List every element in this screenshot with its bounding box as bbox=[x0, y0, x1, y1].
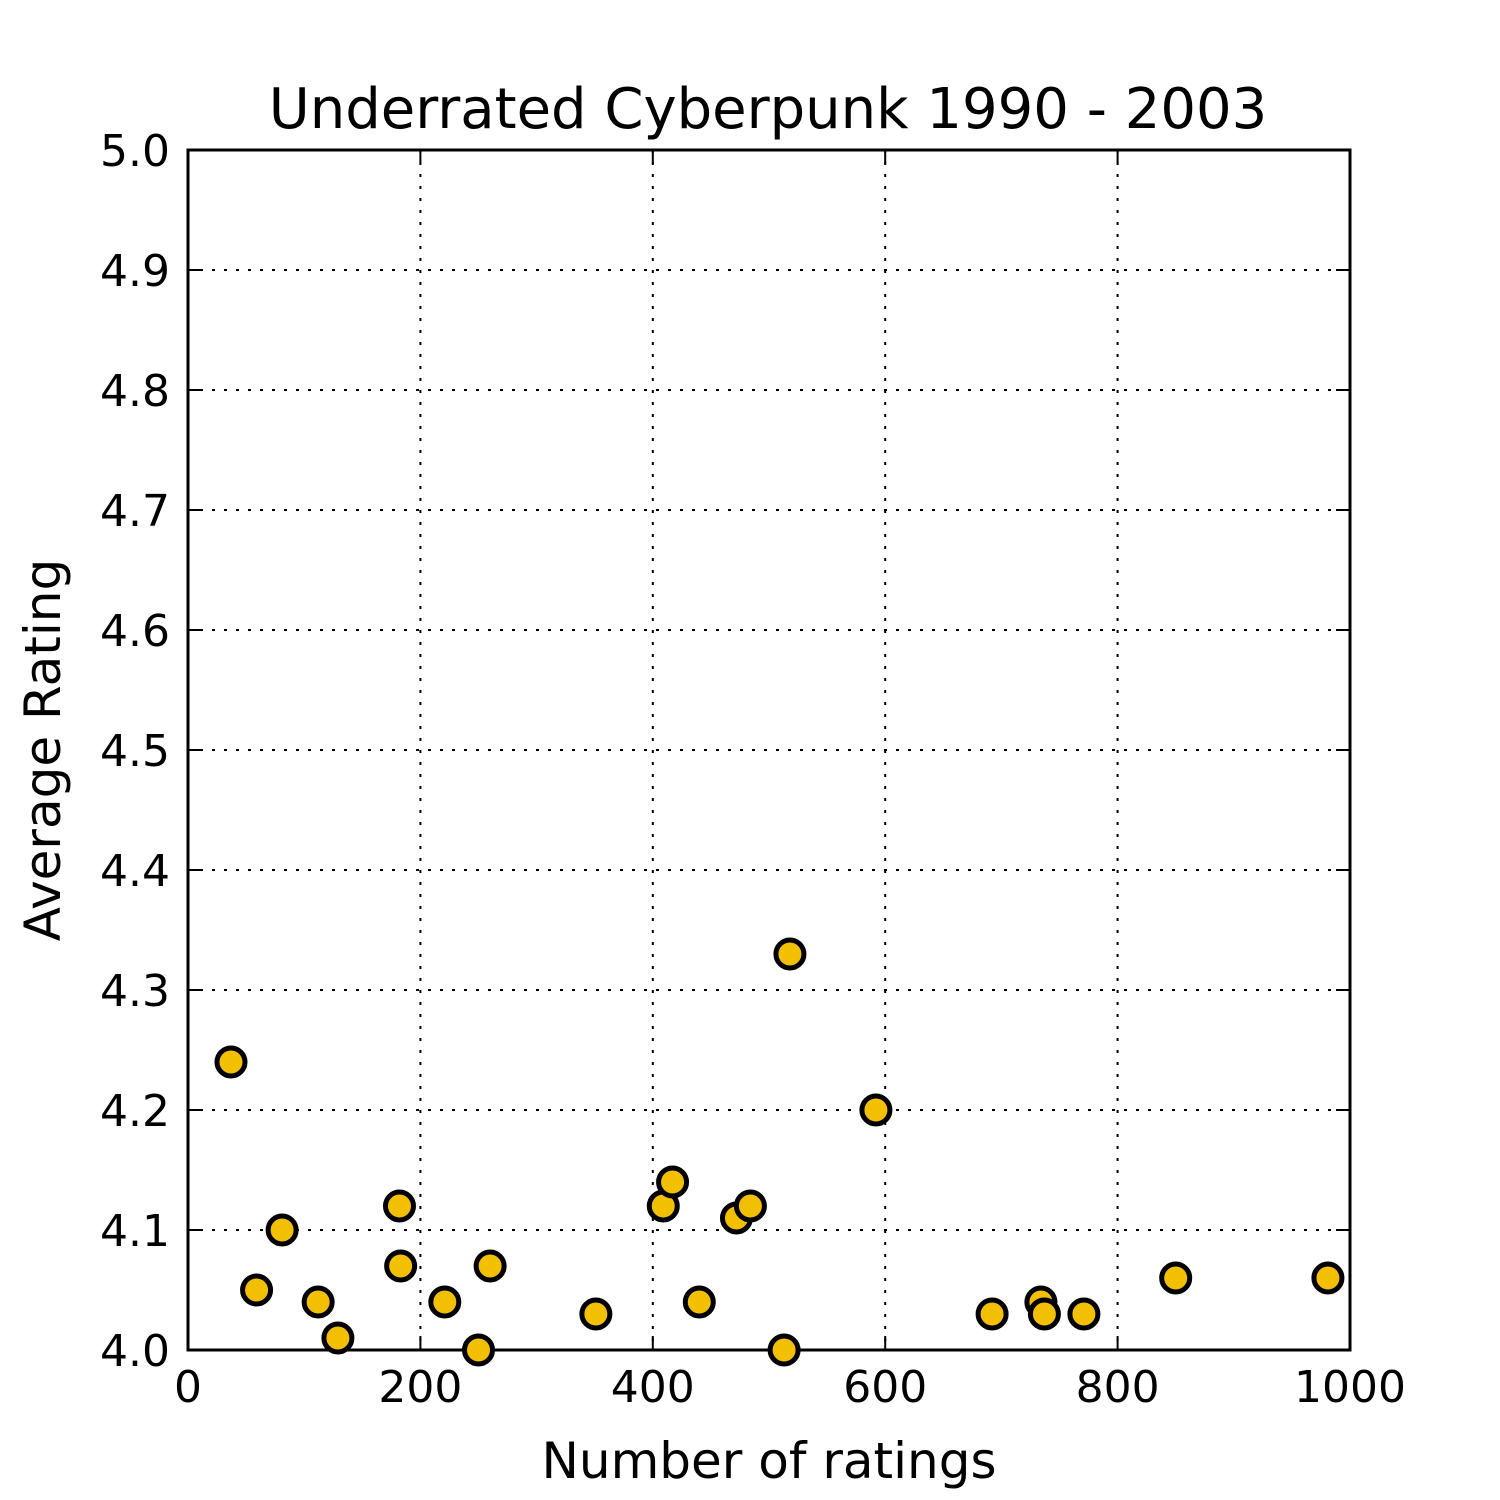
x-tick-label: 1000 bbox=[1294, 1362, 1406, 1413]
y-tick-label: 4.9 bbox=[100, 246, 170, 297]
y-tick-label: 4.3 bbox=[100, 966, 170, 1017]
x-axis-label: Number of ratings bbox=[541, 1432, 996, 1490]
x-tick-label: 0 bbox=[174, 1362, 202, 1413]
data-point bbox=[656, 1165, 690, 1199]
data-point bbox=[773, 937, 807, 971]
data-point bbox=[384, 1249, 418, 1283]
plot-frame bbox=[186, 148, 1352, 1352]
x-tick-label: 800 bbox=[1076, 1362, 1160, 1413]
y-tick-label: 4.2 bbox=[100, 1086, 170, 1137]
data-point bbox=[462, 1333, 495, 1367]
data-point bbox=[1067, 1297, 1101, 1331]
x-tick-labels: 0 200 400 600 800 1000 bbox=[174, 1362, 1406, 1413]
y-axis-label: Average Rating bbox=[14, 559, 72, 941]
ticks bbox=[187, 149, 1351, 1351]
data-point bbox=[733, 1189, 767, 1223]
data-point bbox=[767, 1333, 801, 1367]
data-point bbox=[859, 1093, 893, 1127]
data-point bbox=[1027, 1297, 1061, 1331]
data-point bbox=[1159, 1261, 1193, 1295]
y-tick-label: 4.6 bbox=[100, 606, 170, 657]
data-point bbox=[473, 1249, 507, 1283]
data-point bbox=[579, 1297, 613, 1331]
data-point bbox=[265, 1213, 299, 1247]
data-point bbox=[1311, 1261, 1345, 1295]
data-point bbox=[682, 1285, 716, 1319]
y-tick-label: 4.7 bbox=[100, 486, 170, 537]
data-point bbox=[214, 1045, 248, 1079]
data-point bbox=[321, 1321, 355, 1355]
y-tick-label: 4.8 bbox=[100, 366, 170, 417]
y-tick-labels: 4.0 4.1 4.2 4.3 4.4 4.5 4.6 4.7 4.8 4.9 5.0 bbox=[100, 126, 170, 1377]
x-tick-label: 400 bbox=[611, 1362, 695, 1413]
data-point bbox=[428, 1285, 462, 1319]
data-points bbox=[214, 937, 1345, 1367]
data-point bbox=[301, 1285, 335, 1319]
y-tick-label: 4.5 bbox=[100, 726, 170, 777]
chart-title: Underrated Cyberpunk 1990 - 2003 bbox=[269, 77, 1267, 142]
grid bbox=[188, 150, 1350, 1350]
y-tick-label: 5.0 bbox=[100, 126, 170, 177]
data-point bbox=[382, 1189, 416, 1223]
y-tick-label: 4.1 bbox=[100, 1206, 170, 1257]
x-tick-label: 600 bbox=[843, 1362, 927, 1413]
y-tick-label: 4.4 bbox=[100, 846, 170, 897]
data-point bbox=[975, 1297, 1009, 1331]
x-tick-label: 200 bbox=[378, 1362, 462, 1413]
y-tick-label: 4.0 bbox=[100, 1326, 170, 1377]
data-point bbox=[240, 1273, 274, 1307]
